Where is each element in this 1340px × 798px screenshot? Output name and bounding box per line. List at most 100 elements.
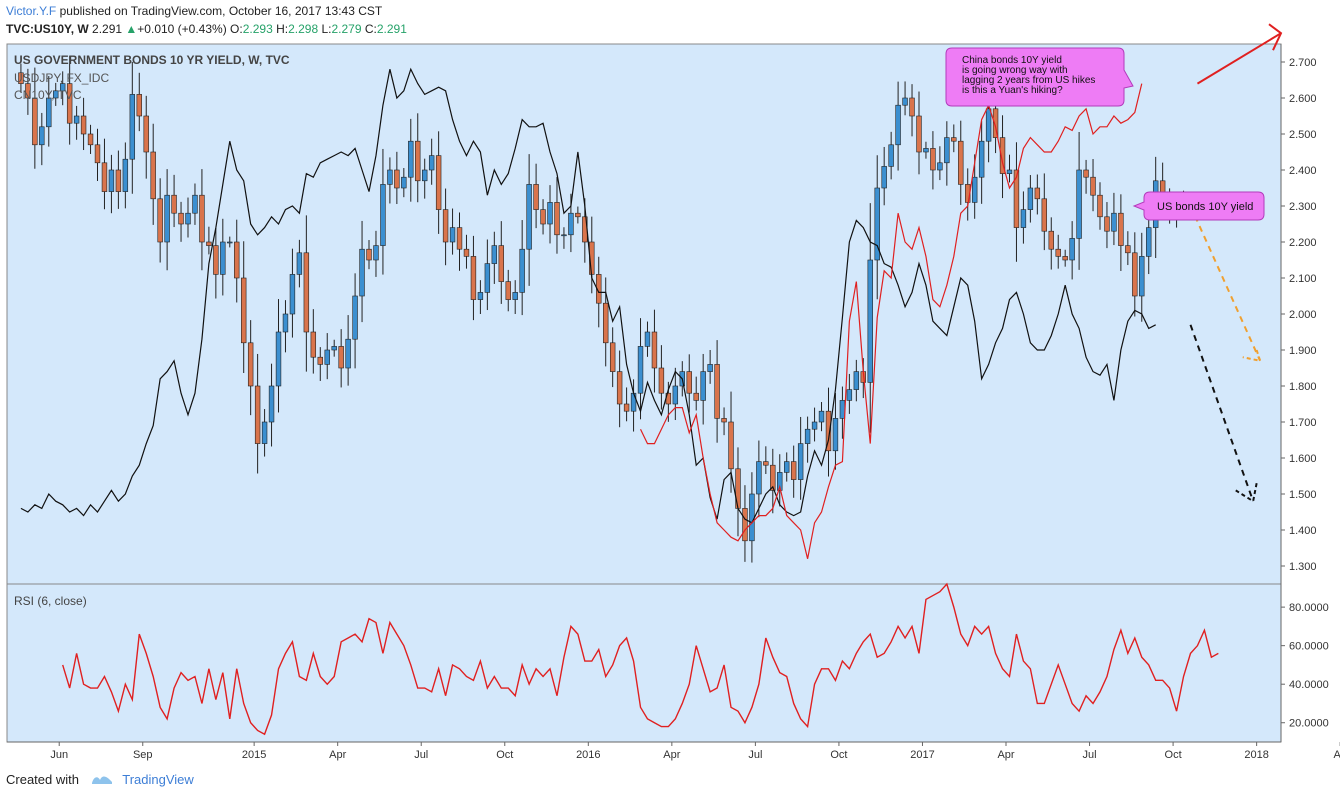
candle-body <box>94 144 101 164</box>
candle-body <box>609 342 616 372</box>
price-tick-label: 2.500 <box>1289 129 1317 141</box>
candle-body <box>1090 176 1096 196</box>
candle-body <box>971 176 978 203</box>
rsi-tick-label: 40.0000 <box>1289 679 1329 691</box>
time-tick-label: Ap <box>1333 749 1340 761</box>
candle-body <box>227 241 233 244</box>
candle-body <box>1111 212 1117 232</box>
candle-body <box>923 148 929 153</box>
candle-body <box>1146 227 1152 257</box>
rsi-pane[interactable] <box>6 583 1282 743</box>
candle-body <box>797 443 804 480</box>
candle-body <box>818 410 825 423</box>
candle-body <box>916 115 922 153</box>
candle-body <box>192 194 198 214</box>
candle-body <box>387 169 393 185</box>
publish-text: published on TradingView.com, October 16… <box>59 4 383 18</box>
candle-body <box>185 212 191 225</box>
candle-body <box>985 108 992 142</box>
candle-body <box>331 346 337 351</box>
candle-body <box>1139 256 1145 297</box>
price-tick-label: 2.000 <box>1289 309 1317 321</box>
candle-body <box>790 461 797 480</box>
candle-body <box>832 418 839 452</box>
candle-body <box>895 104 901 146</box>
candle-body <box>651 331 658 369</box>
main-pane[interactable] <box>6 43 1282 585</box>
rsi-tick-label: 80.0000 <box>1289 602 1329 614</box>
candle-body <box>87 133 94 146</box>
candle-body <box>533 184 539 210</box>
us-note-callout <box>1132 191 1265 221</box>
close-value: 2.291 <box>376 22 407 36</box>
candle-body <box>178 212 184 225</box>
usdjpy-legend: USDJPY, FX_IDC <box>14 71 109 85</box>
candle-body <box>470 256 477 300</box>
candle-body <box>992 108 999 138</box>
candle-body <box>463 248 470 257</box>
candle-body <box>199 194 205 243</box>
rsi-line <box>62 582 1219 736</box>
candle-body <box>777 472 783 491</box>
price-tick-label: 2.700 <box>1289 57 1317 69</box>
candle-body <box>749 493 755 542</box>
candle-body <box>303 252 310 333</box>
price-tick-label: 2.400 <box>1289 165 1317 177</box>
candle-body <box>129 94 136 160</box>
candle-body <box>428 155 435 171</box>
usdjpy-projection-line <box>1189 324 1255 502</box>
candle-body <box>394 169 400 189</box>
candle-body <box>66 83 73 124</box>
price-tick-label: 1.700 <box>1289 417 1317 429</box>
candle-body <box>867 259 873 383</box>
candle-body <box>317 356 323 365</box>
candle-body <box>714 364 720 419</box>
candle-body <box>53 90 59 99</box>
time-tick-label: Jul <box>748 749 762 761</box>
time-tick-label: Sep <box>133 749 153 761</box>
candle-body <box>345 338 351 369</box>
tradingview-logo-icon <box>91 776 112 784</box>
candle-body <box>505 281 511 300</box>
open-value: 2.293 <box>242 22 273 36</box>
candle-body <box>401 176 407 189</box>
candle-body <box>18 72 24 84</box>
candle-body <box>171 194 177 214</box>
last-price: 2.291 <box>92 22 123 36</box>
rsi-tick-label: 60.0000 <box>1289 641 1329 653</box>
main-legend-title: US GOVERNMENT BONDS 10 YR YIELD, W, TVC <box>14 53 290 67</box>
candle-body <box>206 241 212 246</box>
candle-body <box>380 184 386 246</box>
tradingview-link[interactable]: TradingView <box>122 772 194 787</box>
author-link[interactable]: Victor.Y.F <box>6 4 57 18</box>
candle-body <box>700 371 706 401</box>
candle-body <box>498 245 504 282</box>
time-tick-label: 2016 <box>576 749 600 761</box>
candle-body <box>519 248 525 293</box>
candle-body <box>240 277 247 344</box>
candle-body <box>881 166 887 189</box>
price-change: +0.010 (+0.43%) <box>137 22 227 36</box>
candle-body <box>909 97 915 117</box>
time-tick-label: Oct <box>496 749 513 761</box>
price-tick-label: 2.200 <box>1289 237 1317 249</box>
candle-body <box>763 461 769 466</box>
candle-body <box>108 169 115 192</box>
candle-body <box>1055 248 1061 257</box>
candle-body <box>575 212 581 218</box>
rsi-legend: RSI (6, close) <box>14 594 87 608</box>
time-tick-label: Jul <box>414 749 428 761</box>
candle-body <box>672 385 679 405</box>
candle-body <box>366 248 372 261</box>
candle-body <box>944 137 950 164</box>
candle-body <box>770 464 776 491</box>
candle-body <box>1076 169 1082 239</box>
candle-body <box>526 184 532 250</box>
close-label: C: <box>364 22 377 36</box>
candle-body <box>1132 252 1138 297</box>
time-tick-label: Oct <box>1165 749 1182 761</box>
candle-body <box>234 241 240 279</box>
candle-body <box>825 410 832 452</box>
candle-body <box>261 421 268 444</box>
